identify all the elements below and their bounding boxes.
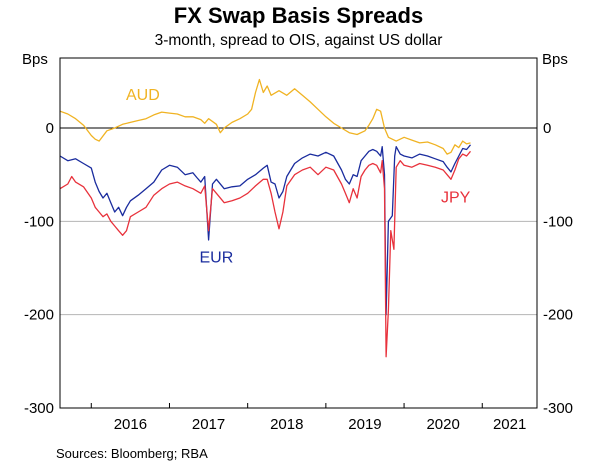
series-line-jpy [59, 150, 472, 358]
series-label-eur: EUR [200, 249, 234, 266]
chart-subtitle: 3-month, spread to OIS, against US dolla… [154, 32, 443, 49]
y-tick-label-right: -300 [543, 400, 573, 417]
y-tick-label-right: 0 [543, 120, 551, 137]
plot-frame [59, 57, 538, 409]
y-axis-label-left: Bps [22, 51, 48, 68]
series-label-aud: AUD [126, 87, 160, 104]
x-tick-label: 2020 [426, 416, 459, 433]
y-tick-label-right: -100 [543, 213, 573, 230]
x-tick-label: 2016 [114, 416, 147, 433]
x-tick-label: 2021 [493, 416, 526, 433]
y-tick-label-left: -100 [24, 213, 54, 230]
x-tick-label: 2017 [192, 416, 225, 433]
y-tick-label-left: -200 [24, 307, 54, 324]
series-line-eur [59, 144, 472, 316]
y-tick-label-right: -200 [543, 307, 573, 324]
y-axis-label-right: Bps [542, 51, 568, 68]
chart-source: Sources: Bloomberg; RBA [56, 446, 208, 461]
series-line-aud [59, 78, 471, 155]
x-tick-label: 2018 [270, 416, 303, 433]
x-tick-label: 2019 [348, 416, 381, 433]
y-tick-label-left: 0 [46, 120, 54, 137]
y-tick-label-left: -300 [24, 400, 54, 417]
chart-title: FX Swap Basis Spreads [173, 3, 424, 28]
series-label-jpy: JPY [441, 190, 471, 207]
